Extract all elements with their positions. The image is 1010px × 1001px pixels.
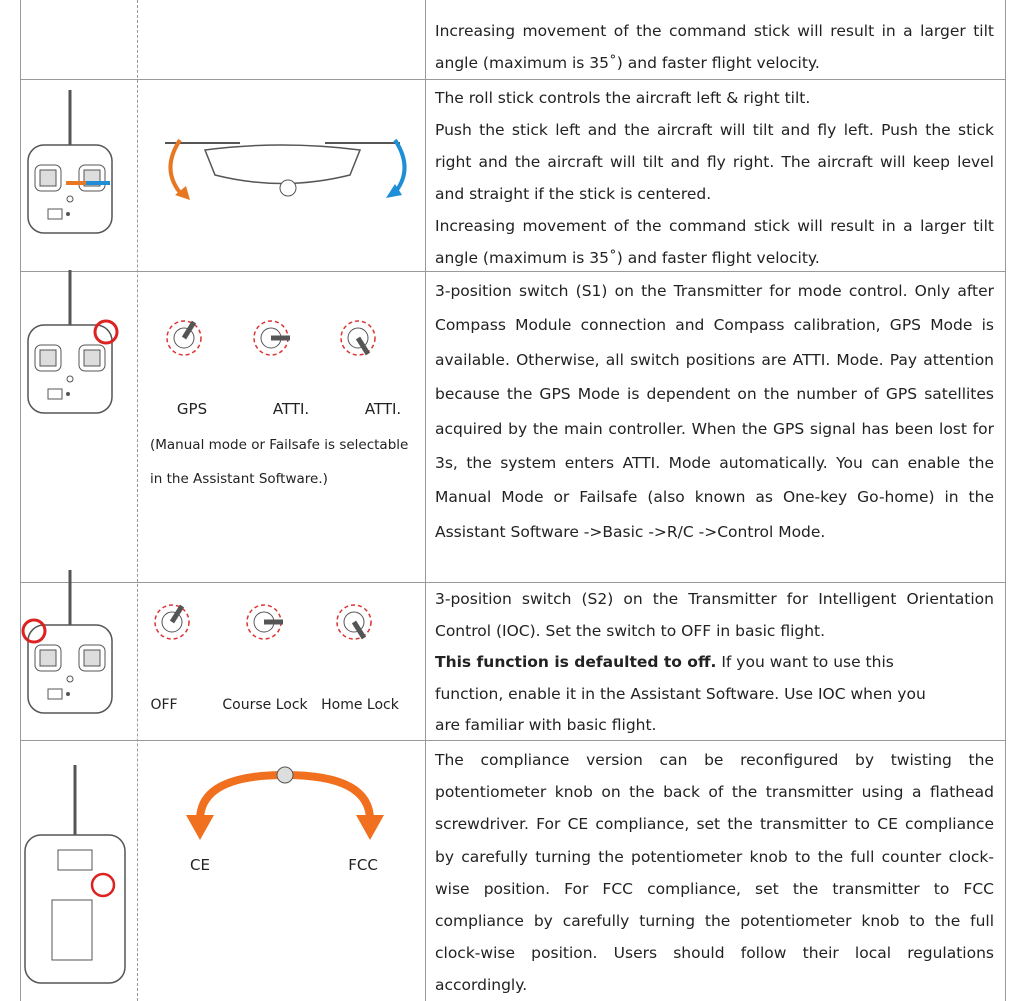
paragraph-text: If you want to use this function, enable… (435, 653, 926, 734)
switch-label: Home Lock (321, 697, 399, 713)
switch-label: GPS (176, 400, 208, 418)
paragraph: This function is defaulted to off. If yo… (435, 647, 994, 742)
description: The compliance version can be reconfigur… (435, 744, 994, 1001)
paragraph: The compliance version can be reconfigur… (435, 751, 994, 995)
switch-label: Course Lock (222, 697, 308, 713)
table-border (20, 0, 21, 1001)
paragraph: 3-position switch (S2) on the Transmitte… (435, 590, 994, 640)
switch-label: OFF (150, 697, 178, 713)
description: The roll stick controls the aircraft lef… (435, 82, 994, 274)
note: (Manual mode or Failsafe is selectable i… (150, 437, 409, 488)
column-border (425, 0, 426, 1001)
description: 3-position switch (S2) on the Transmitte… (435, 584, 994, 742)
column-border (137, 0, 138, 1001)
paragraph: 3-position switch (S1) on the Transmitte… (435, 282, 994, 541)
paragraph: The roll stick controls the aircraft lef… (435, 89, 811, 107)
paragraph: Push the stick left and the aircraft wil… (435, 121, 994, 203)
switch-label: ATTI. (272, 400, 310, 418)
emphasis: This function is defaulted to off. (435, 653, 717, 671)
paragraph: Increasing movement of the command stick… (435, 217, 994, 267)
switch-label: ATTI. (364, 400, 402, 418)
description: 3-position switch (S1) on the Transmitte… (435, 274, 994, 549)
row-border (20, 740, 1006, 741)
description: Increasing movement of the command stick… (435, 15, 994, 79)
row-border (20, 582, 1006, 583)
paragraph: Increasing movement of the command stick… (435, 22, 994, 72)
row-border (20, 271, 1006, 272)
direction-label: CE (190, 856, 210, 874)
row-border (20, 79, 1006, 80)
direction-label: FCC (348, 856, 378, 874)
table-border (1005, 0, 1006, 1001)
